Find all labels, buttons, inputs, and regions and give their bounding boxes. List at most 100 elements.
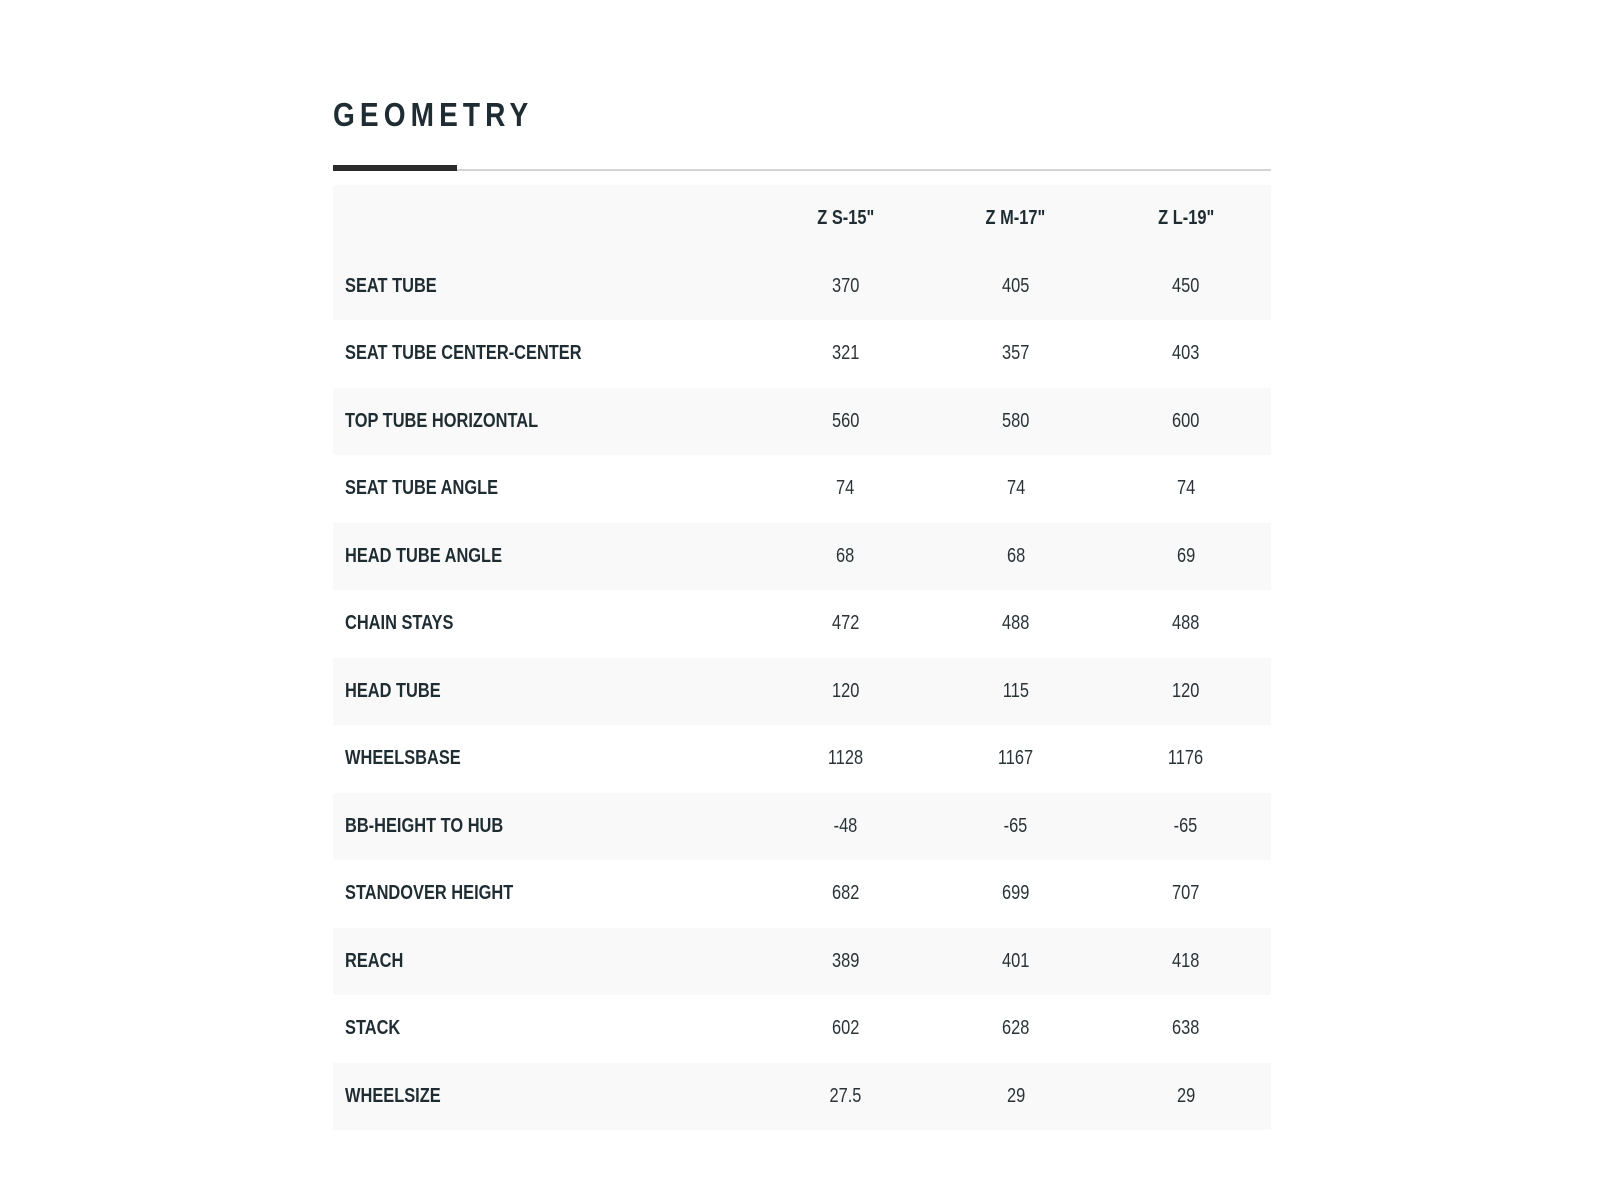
cell-value-text: 418	[1172, 949, 1200, 972]
cell-value: 1128	[760, 725, 930, 793]
cell-value-text: 389	[831, 949, 860, 972]
column-header-label: Z M-17"	[985, 207, 1046, 230]
cell-value-text: 68	[1006, 544, 1025, 567]
cell-value-text: 74	[1176, 477, 1196, 500]
table-row: WHEELSBASE 1128 1167 1176	[333, 725, 1271, 793]
cell-value-text: 580	[1002, 409, 1030, 432]
row-label: SEAT TUBE ANGLE	[333, 455, 760, 523]
section-title: GEOMETRY	[333, 96, 534, 133]
row-label-text: SEAT TUBE	[345, 274, 437, 297]
cell-value-text: 120	[831, 679, 860, 702]
cell-value: 29	[1101, 1063, 1271, 1131]
row-label: STACK	[333, 995, 760, 1063]
row-label: STANDOVER HEIGHT	[333, 860, 760, 928]
cell-value-text: 401	[1002, 949, 1030, 972]
cell-value-text: -65	[1003, 814, 1028, 837]
cell-value: 69	[1101, 523, 1271, 591]
row-label-text: STANDOVER HEIGHT	[345, 882, 514, 905]
cell-value: 120	[760, 658, 930, 726]
active-underline	[333, 165, 457, 171]
cell-value-text: 29	[1006, 1084, 1025, 1107]
cell-value-text: 1128	[827, 747, 864, 770]
cell-value: 68	[931, 523, 1101, 591]
row-label: SEAT TUBE CENTER-CENTER	[333, 320, 760, 388]
cell-value: 628	[931, 995, 1101, 1063]
cell-value: 488	[1101, 590, 1271, 658]
row-label: HEAD TUBE	[333, 658, 760, 726]
cell-value-text: 405	[1002, 274, 1030, 297]
table-row: TOP TUBE HORIZONTAL 560 580 600	[333, 387, 1271, 456]
cell-value-text: 560	[831, 409, 860, 432]
row-label: REACH	[333, 928, 760, 996]
cell-value: 472	[760, 590, 930, 658]
cell-value-text: 115	[1002, 679, 1029, 702]
cell-value: 115	[931, 658, 1101, 726]
cell-value: 27.5	[760, 1063, 930, 1131]
cell-value-text: 29	[1176, 1084, 1196, 1107]
cell-value: 602	[760, 995, 930, 1063]
row-label-text: STACK	[345, 1017, 401, 1040]
row-label-text: REACH	[345, 949, 404, 972]
cell-value: 401	[931, 928, 1101, 996]
column-header-label: Z L-19"	[1157, 207, 1214, 230]
cell-value: 405	[931, 253, 1101, 321]
cell-value-text: 488	[1002, 612, 1030, 635]
cell-value: 1167	[931, 725, 1101, 793]
table-row: CHAIN STAYS 472 488 488	[333, 590, 1271, 658]
cell-value-text: 74	[1006, 477, 1025, 500]
cell-value: 600	[1101, 388, 1271, 456]
cell-value-text: 69	[1176, 544, 1196, 567]
column-header: Z M-17"	[931, 185, 1101, 253]
table-row: SEAT TUBE CENTER-CENTER 321 357 403	[333, 320, 1271, 388]
row-label-text: HEAD TUBE	[345, 679, 441, 702]
cell-value: -65	[1101, 793, 1271, 861]
row-label: SEAT TUBE	[333, 253, 760, 321]
cell-value-text: 1176	[1168, 747, 1204, 770]
cell-value: 450	[1101, 253, 1271, 321]
row-label: BB-HEIGHT TO HUB	[333, 793, 760, 861]
table-row: REACH 389 401 418	[333, 927, 1271, 996]
column-header-label: Z S-15"	[817, 207, 875, 230]
cell-value-text: 638	[1172, 1017, 1200, 1040]
row-label: WHEELSBASE	[333, 725, 760, 793]
cell-value-text: 600	[1172, 409, 1200, 432]
table-row: STACK 602 628 638	[333, 995, 1271, 1063]
table-row: HEAD TUBE ANGLE 68 68 69	[333, 522, 1271, 591]
row-label: TOP TUBE HORIZONTAL	[333, 388, 760, 456]
cell-value-text: 120	[1172, 679, 1200, 702]
cell-value: 638	[1101, 995, 1271, 1063]
row-label-text: BB-HEIGHT TO HUB	[345, 814, 504, 837]
row-label: HEAD TUBE ANGLE	[333, 523, 760, 591]
row-label-text: WHEELSBASE	[345, 747, 461, 770]
cell-value: 403	[1101, 320, 1271, 388]
cell-value: 682	[760, 860, 930, 928]
geometry-section: GEOMETRY Z S-15" Z M-17" Z L-19" SEAT TU…	[333, 90, 1271, 1130]
row-label: CHAIN STAYS	[333, 590, 760, 658]
cell-value-text: 707	[1172, 882, 1200, 905]
header-row: Z S-15" Z M-17" Z L-19"	[333, 185, 1271, 253]
row-label-text: TOP TUBE HORIZONTAL	[345, 409, 539, 432]
row-label-text: CHAIN STAYS	[345, 612, 454, 635]
table-row: SEAT TUBE 370 405 450	[333, 252, 1271, 321]
table-row: SEAT TUBE ANGLE 74 74 74	[333, 455, 1271, 523]
cell-value-text: 321	[831, 342, 860, 365]
cell-value-text: 682	[831, 882, 860, 905]
cell-value: 29	[931, 1063, 1101, 1131]
cell-value: 68	[760, 523, 930, 591]
cell-value-text: 602	[831, 1017, 860, 1040]
table-row: HEAD TUBE 120 115 120	[333, 657, 1271, 726]
cell-value-text: -48	[833, 814, 858, 837]
divider	[333, 169, 1271, 171]
cell-value: -65	[931, 793, 1101, 861]
cell-value-text: 450	[1172, 274, 1200, 297]
row-label-text: SEAT TUBE CENTER-CENTER	[345, 342, 582, 365]
table-row: STANDOVER HEIGHT 682 699 707	[333, 860, 1271, 928]
cell-value: 389	[760, 928, 930, 996]
table-row: BB-HEIGHT TO HUB -48 -65 -65	[333, 792, 1271, 861]
row-label-text: SEAT TUBE ANGLE	[345, 477, 499, 500]
cell-value-text: -65	[1174, 814, 1198, 837]
cell-value-text: 74	[836, 477, 855, 500]
title-underline	[333, 165, 1271, 171]
cell-value-text: 488	[1172, 612, 1200, 635]
cell-value: 580	[931, 388, 1101, 456]
